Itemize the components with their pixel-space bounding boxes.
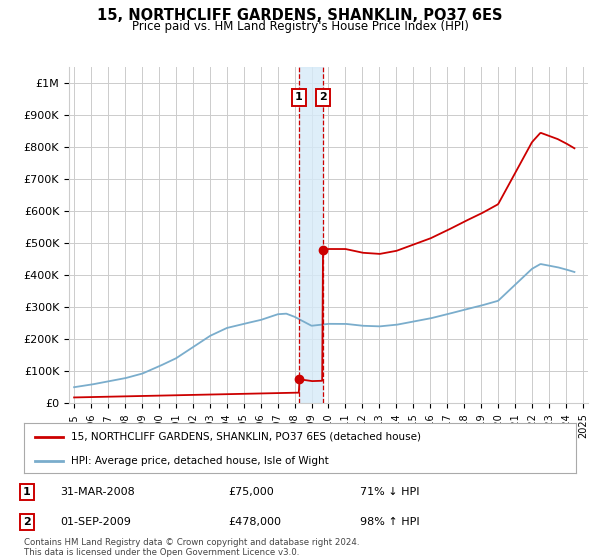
Text: 01-SEP-2009: 01-SEP-2009 bbox=[60, 517, 131, 527]
Text: Price paid vs. HM Land Registry's House Price Index (HPI): Price paid vs. HM Land Registry's House … bbox=[131, 20, 469, 33]
Text: £478,000: £478,000 bbox=[228, 517, 281, 527]
Text: £75,000: £75,000 bbox=[228, 487, 274, 497]
Text: 31-MAR-2008: 31-MAR-2008 bbox=[60, 487, 135, 497]
Text: 15, NORTHCLIFF GARDENS, SHANKLIN, PO37 6ES: 15, NORTHCLIFF GARDENS, SHANKLIN, PO37 6… bbox=[97, 8, 503, 24]
Text: Contains HM Land Registry data © Crown copyright and database right 2024.
This d: Contains HM Land Registry data © Crown c… bbox=[24, 538, 359, 557]
Text: 2: 2 bbox=[319, 92, 327, 102]
Text: 1: 1 bbox=[295, 92, 302, 102]
Bar bbox=[299, 67, 323, 403]
Text: 1: 1 bbox=[23, 487, 31, 497]
Text: 71% ↓ HPI: 71% ↓ HPI bbox=[360, 487, 419, 497]
Text: HPI: Average price, detached house, Isle of Wight: HPI: Average price, detached house, Isle… bbox=[71, 456, 329, 465]
Text: 98% ↑ HPI: 98% ↑ HPI bbox=[360, 517, 419, 527]
Text: 2: 2 bbox=[23, 517, 31, 527]
Text: 15, NORTHCLIFF GARDENS, SHANKLIN, PO37 6ES (detached house): 15, NORTHCLIFF GARDENS, SHANKLIN, PO37 6… bbox=[71, 432, 421, 442]
